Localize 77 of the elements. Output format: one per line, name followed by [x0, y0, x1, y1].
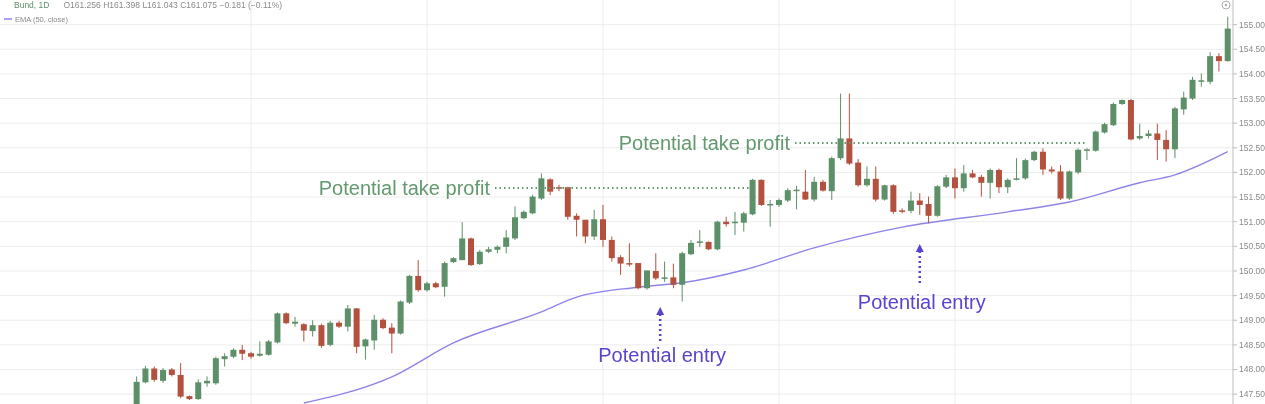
candlestick [740, 211, 747, 233]
candlestick [362, 337, 369, 361]
candlestick [573, 212, 580, 237]
candlestick [591, 209, 598, 241]
y-tick-label: 150.00 [1239, 265, 1265, 276]
candlestick [318, 323, 325, 349]
candlestick [1092, 130, 1099, 153]
candlestick [256, 340, 263, 358]
chart-subtitle: O161.256 H161.398 L161.043 C161.075 −0.181 (−0.11%) [63, 0, 283, 10]
candlestick [872, 166, 879, 203]
candlestick [1198, 72, 1205, 88]
candlestick [855, 158, 862, 188]
candlestick [626, 242, 633, 268]
candlestick [1189, 76, 1196, 101]
candlestick [617, 254, 624, 276]
annotation: Potential entry [857, 291, 986, 313]
candlestick [371, 314, 378, 351]
candlestick [652, 252, 659, 281]
text: Bund, 1D [14, 0, 50, 10]
y-tick-label: 151.50 [1239, 192, 1265, 203]
candlestick [907, 191, 914, 214]
y-tick-label: 154.50 [1239, 44, 1265, 55]
candlestick [978, 174, 985, 198]
candlestick [195, 378, 202, 401]
candlestick [608, 235, 615, 263]
candlestick [802, 169, 809, 201]
y-tick-label: 153.50 [1239, 93, 1265, 104]
y-tick-label: 148.50 [1239, 339, 1265, 350]
y-tick-label: 148.00 [1239, 364, 1265, 375]
candlestick [863, 166, 870, 188]
candlestick [1180, 91, 1187, 116]
candlestick [661, 261, 668, 283]
y-tick-label: 152.00 [1239, 167, 1265, 178]
y-tick-label: 154.00 [1239, 68, 1265, 79]
candlestick [415, 259, 422, 293]
y-tick-label: 150.50 [1239, 241, 1265, 252]
candlestick [503, 229, 510, 254]
candlestick [512, 205, 518, 241]
candlestick [987, 168, 994, 200]
annotation: Potential take profit [618, 132, 791, 154]
candlestick [670, 263, 677, 289]
candlestick [1110, 101, 1117, 127]
candlestick [1215, 52, 1222, 72]
candlestick [133, 375, 140, 404]
candlestick [388, 322, 395, 354]
candlestick [837, 93, 844, 161]
y-tick-label: 149.50 [1239, 290, 1265, 301]
y-tick-label: 155.00 [1239, 19, 1265, 30]
y-tick-label: 152.50 [1239, 142, 1265, 153]
candlestick [1163, 129, 1170, 163]
candlestick [300, 322, 307, 342]
candlestick [1083, 147, 1090, 161]
candlestick [538, 172, 545, 201]
annotation: Potential entry [598, 344, 727, 366]
candlestick [529, 194, 536, 215]
candlestick [327, 320, 334, 347]
candlestick [441, 261, 448, 298]
candlestick [925, 196, 932, 224]
y-tick-label: 151.00 [1239, 216, 1265, 227]
candlestick [1039, 147, 1046, 176]
annotation: Potential take profit [318, 177, 491, 199]
candlestick [1075, 147, 1082, 175]
candlestick [599, 204, 606, 248]
candlestick [811, 176, 818, 203]
candlestick [1154, 123, 1161, 161]
candlestick [344, 304, 351, 333]
y-tick-label: 153.00 [1239, 118, 1265, 129]
candlestick [951, 168, 958, 200]
candlestick [177, 362, 184, 399]
candlestick [459, 221, 466, 261]
candlestick [292, 316, 299, 328]
candlestick [960, 164, 967, 193]
y-tick-label: 149.00 [1239, 315, 1265, 326]
y-tick-label: 147.50 [1239, 389, 1265, 400]
candlestick [1022, 158, 1029, 181]
candlestick [995, 168, 1002, 194]
candlestick [643, 269, 650, 291]
